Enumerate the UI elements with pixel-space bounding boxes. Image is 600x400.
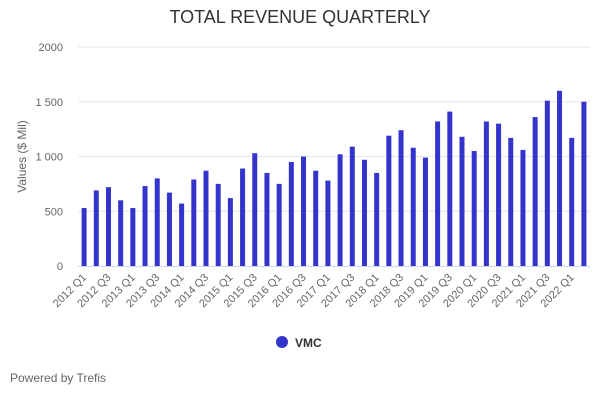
bar-2018-q2 bbox=[386, 135, 392, 266]
bar-2012-q4 bbox=[118, 200, 124, 266]
bar-2014-q1 bbox=[179, 203, 185, 266]
bar-2019-q1 bbox=[422, 157, 428, 266]
bar-2020-q3 bbox=[496, 123, 502, 267]
bar-2019-q2 bbox=[435, 121, 441, 267]
bar-2013-q2 bbox=[142, 186, 148, 266]
y-tick-label: 1 000 bbox=[35, 152, 63, 164]
bar-2022-q2 bbox=[581, 101, 587, 266]
y-tick-label: 500 bbox=[45, 206, 63, 218]
y-axis-label: Values ($ Mil) bbox=[15, 120, 29, 192]
bar-2016-q1 bbox=[276, 183, 282, 266]
bar-2017-q3 bbox=[349, 146, 355, 266]
bar-2014-q2 bbox=[191, 179, 197, 266]
chart-title: TOTAL REVENUE QUARTERLY bbox=[169, 7, 431, 27]
y-tick-label: 0 bbox=[57, 261, 63, 273]
bar-2017-q2 bbox=[337, 154, 343, 266]
bar-2018-q1 bbox=[374, 172, 380, 266]
bar-2021-q1 bbox=[520, 149, 526, 266]
bar-2012-q2 bbox=[93, 190, 99, 266]
bar-2017-q4 bbox=[361, 159, 367, 266]
bar-2015-q3 bbox=[252, 153, 258, 266]
bar-2019-q3 bbox=[447, 111, 453, 266]
bar-2013-q4 bbox=[166, 192, 172, 266]
bar-2012-q3 bbox=[105, 187, 111, 266]
bar-2015-q1 bbox=[227, 198, 233, 266]
legend-marker bbox=[276, 336, 288, 348]
bar-2018-q3 bbox=[398, 130, 404, 266]
bar-2017-q1 bbox=[325, 180, 331, 266]
bar-2012-q1 bbox=[81, 207, 87, 266]
y-tick-label: 2000 bbox=[39, 42, 63, 54]
bar-2022-q1 bbox=[569, 137, 575, 266]
bar-2020-q2 bbox=[483, 121, 489, 267]
bar-2015-q2 bbox=[240, 168, 246, 266]
bar-2020-q1 bbox=[471, 151, 477, 266]
bar-2016-q2 bbox=[288, 161, 294, 266]
y-tick-label: 1 500 bbox=[35, 97, 63, 109]
bar-2021-q2 bbox=[532, 117, 538, 266]
bar-2020-q4 bbox=[508, 137, 514, 266]
bar-2015-q4 bbox=[264, 172, 270, 266]
bar-2021-q4 bbox=[557, 90, 563, 266]
legend-label: VMC bbox=[295, 336, 322, 350]
bar-2014-q3 bbox=[203, 170, 209, 266]
bar-2013-q1 bbox=[130, 207, 136, 266]
bar-2013-q3 bbox=[154, 178, 160, 266]
bar-2016-q4 bbox=[313, 170, 319, 266]
bar-2021-q3 bbox=[544, 100, 550, 266]
bar-2016-q3 bbox=[301, 156, 307, 266]
bar-2014-q4 bbox=[215, 183, 221, 266]
bar-2018-q4 bbox=[410, 147, 416, 266]
bar-2019-q4 bbox=[459, 136, 465, 266]
powered-by-credit: Powered by Trefis bbox=[10, 371, 107, 385]
